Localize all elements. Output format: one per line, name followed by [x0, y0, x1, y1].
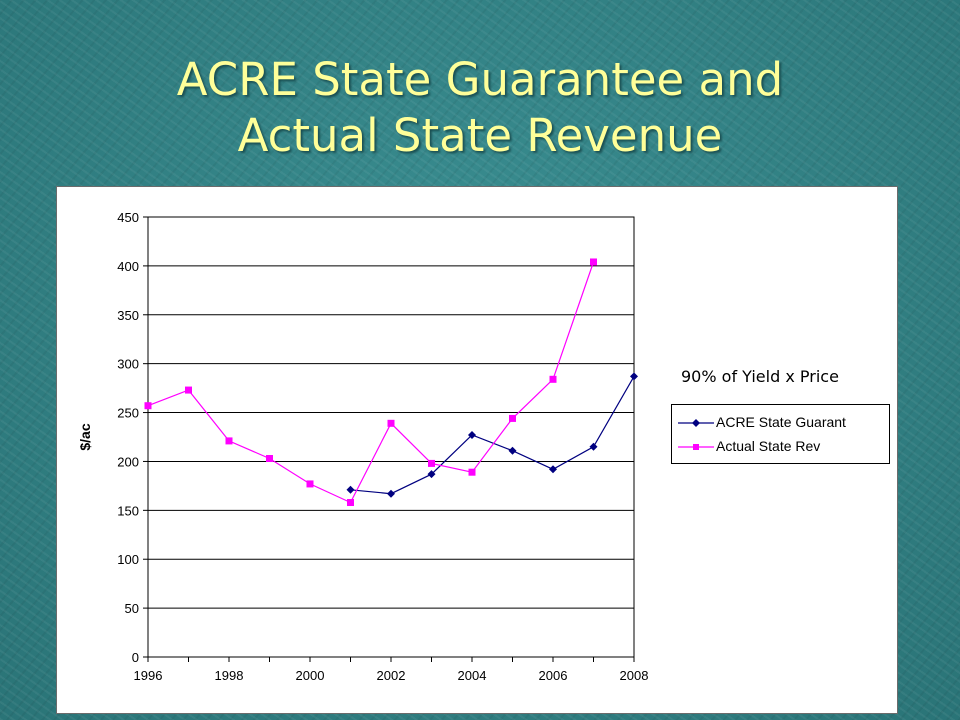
- x-tick-label: 2000: [296, 668, 325, 683]
- x-tick-label: 2002: [377, 668, 406, 683]
- data-point-diamond: [346, 485, 355, 494]
- data-point-square: [144, 402, 152, 410]
- slide-title-line-1: ACRE State Guarantee and: [176, 53, 784, 106]
- legend-swatch-square-icon: [678, 444, 714, 450]
- y-tick-label: 100: [117, 552, 139, 567]
- y-tick-label: 400: [117, 259, 139, 274]
- y-tick-label: 350: [117, 308, 139, 323]
- series-line-0: [350, 376, 635, 495]
- data-point-diamond: [427, 470, 436, 479]
- data-point-square: [468, 468, 476, 476]
- x-tick-label: 2004: [458, 668, 487, 683]
- y-tick-label: 200: [117, 454, 139, 469]
- chart-annotation: 90% of Yield x Price: [681, 367, 839, 386]
- data-point-square: [306, 480, 314, 488]
- slide-title: ACRE State Guarantee and Actual State Re…: [0, 52, 960, 164]
- x-tick-label: 2008: [620, 668, 649, 683]
- data-point-square: [387, 419, 395, 427]
- y-tick-label: 150: [117, 503, 139, 518]
- data-point-square: [428, 459, 435, 467]
- data-point-square: [590, 258, 597, 266]
- data-point-square: [509, 414, 516, 422]
- legend-item-acre-guarantee: ACRE State Guarant: [672, 413, 889, 433]
- legend-swatch-diamond-icon: [678, 419, 714, 427]
- legend-label-acre-guarantee: ACRE State Guarant: [716, 414, 846, 430]
- y-tick-label: 250: [117, 406, 139, 421]
- data-point-diamond: [508, 446, 517, 455]
- data-point-square: [549, 375, 557, 383]
- legend-label-actual-revenue: Actual State Rev: [716, 438, 821, 454]
- data-point-diamond: [387, 489, 395, 498]
- y-tick-label: 0: [132, 650, 139, 665]
- y-axis-label: $/ac: [77, 423, 93, 450]
- x-tick-label: 1996: [134, 668, 163, 683]
- data-point-diamond: [589, 442, 598, 451]
- gridlines: [148, 265, 634, 609]
- data-point-square: [225, 437, 233, 445]
- chart-panel: 0 50 100 150 200 250 300 350 400 450 1996 1998 2000 2…: [56, 186, 898, 714]
- data-point-square: [266, 455, 273, 463]
- data-point-diamond: [468, 431, 476, 440]
- plot-area-border: [147, 216, 635, 658]
- y-tick-label: 450: [117, 210, 139, 225]
- data-point-diamond: [630, 372, 638, 381]
- chart-legend: ACRE State Guarant Actual State Rev: [671, 404, 890, 464]
- x-tick-label: 1998: [215, 668, 244, 683]
- y-tick-label: 50: [125, 601, 139, 616]
- data-point-square: [347, 499, 354, 507]
- line-chart: 0 50 100 150 200 250 300 350 400 450 1996 1998 2000 2…: [77, 210, 648, 683]
- y-tick-label: 300: [117, 357, 139, 372]
- data-point-diamond: [549, 465, 557, 474]
- legend-item-actual-revenue: Actual State Rev: [672, 437, 889, 457]
- series: [144, 258, 638, 507]
- x-tick-label: 2006: [539, 668, 568, 683]
- slide-title-line-2: Actual State Revenue: [237, 109, 723, 162]
- data-point-square: [185, 386, 192, 394]
- axes: 0 50 100 150 200 250 300 350 400 450 1996 1998 2000 2…: [117, 210, 648, 683]
- series-line-1: [147, 261, 595, 504]
